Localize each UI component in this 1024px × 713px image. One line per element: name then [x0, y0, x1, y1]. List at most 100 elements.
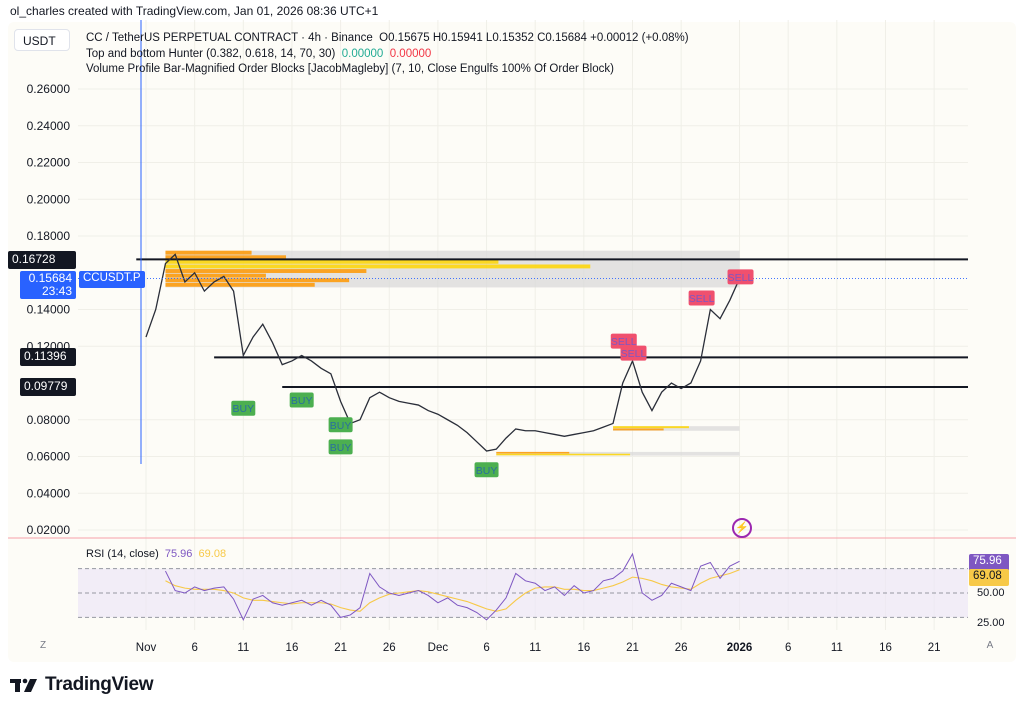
- time-tick-label: 11: [237, 642, 249, 654]
- time-tick-label: 6: [785, 642, 791, 654]
- time-tick-label: Nov: [136, 642, 157, 654]
- time-tick-label: 11: [529, 642, 541, 654]
- time-tick-label: 6: [483, 642, 489, 654]
- time-tick-label: Dec: [428, 642, 449, 654]
- rsi-ma-value-label: 69.08: [969, 569, 1009, 586]
- price-tick-label: 0.02000: [27, 523, 71, 537]
- order-block-volume-bar: [613, 426, 689, 429]
- indicator-value-2: 0.00000: [389, 47, 432, 60]
- signal-badge: [289, 392, 314, 408]
- time-tick-label: 11: [831, 642, 843, 654]
- sell-signal: SELL: [727, 269, 754, 285]
- signal-badge: [688, 290, 715, 306]
- price-tick-label: 0.20000: [27, 192, 71, 206]
- buy-signal: BUY: [328, 439, 353, 455]
- lightning-icon[interactable]: ⚡: [732, 518, 752, 538]
- time-tick-label: 16: [577, 642, 590, 654]
- order-block-volume-bar: [496, 451, 570, 454]
- signal-label: SELL: [611, 336, 637, 348]
- grid: [78, 20, 968, 630]
- signal-label: SELL: [621, 348, 647, 360]
- order-block-zone[interactable]: [613, 426, 740, 431]
- price-series: [145, 253, 741, 452]
- level-label-1: 0.16728: [8, 251, 76, 269]
- signal-badge: [727, 269, 754, 285]
- time-tick-label: 16: [286, 642, 299, 654]
- buy-signal: BUY: [231, 400, 256, 416]
- signal-label: BUY: [233, 403, 255, 415]
- indicator-top-bottom-hunter[interactable]: Top and bottom Hunter (0.382, 0.618, 14,…: [86, 47, 336, 60]
- time-tick-label: 21: [626, 642, 639, 654]
- order-block-volume-bar: [165, 259, 499, 264]
- time-axis: Nov 6 11 16 21 26 Dec 6 11 16 21 26 2026 6 11 16 21: [136, 642, 941, 654]
- sell-signal: SELL: [610, 333, 637, 349]
- signal-label: SELL: [728, 272, 754, 284]
- rsi-ma-series: [165, 569, 740, 612]
- signal-badge: [328, 439, 353, 455]
- order-block-volume-bar: [165, 278, 350, 283]
- tradingview-logo-text: TradingView: [45, 674, 154, 695]
- signal-badge: [328, 417, 353, 433]
- last-price-value: 0.15684: [28, 271, 72, 285]
- order-block-volume-bar: [165, 269, 367, 273]
- time-tick-label: 21: [334, 642, 347, 654]
- time-tick-label: 2026: [727, 642, 753, 654]
- signal-label: BUY: [330, 420, 352, 432]
- order-block-volume-bar: [165, 255, 287, 260]
- order-block-volume-bar: [165, 273, 266, 278]
- symbol-title[interactable]: CC / TetherUS PERPETUAL CONTRACT · 4h · …: [86, 32, 373, 44]
- level-label-2: 0.11396: [20, 348, 76, 366]
- horizontal-levels: [136, 258, 968, 389]
- signal-label: SELL: [689, 293, 715, 305]
- signal-badge: [231, 400, 256, 416]
- symbol-tag: CCUSDT.P: [79, 271, 145, 288]
- signal-badge: [474, 462, 499, 478]
- chart-panel[interactable]: [8, 22, 1016, 662]
- auto-scale-button[interactable]: A: [986, 640, 994, 651]
- rsi-value-label: 75.96: [969, 554, 1009, 571]
- level-label-3: 0.09779: [20, 378, 76, 396]
- ohlc-values: O0.15675 H0.15941 L0.15352 C0.15684 +0.0…: [379, 32, 689, 44]
- timezone-button[interactable]: Z: [39, 640, 47, 651]
- rsi-ma-value: 69.08: [198, 548, 227, 560]
- signal-label: BUY: [291, 395, 313, 407]
- price-tick-label: 0.08000: [27, 413, 71, 427]
- rsi-value: 75.96: [164, 548, 193, 560]
- chart-legend: CC / TetherUS PERPETUAL CONTRACT · 4h · …: [86, 31, 689, 78]
- signal-badge: [610, 333, 637, 349]
- last-price-label: 0.15684 23:43: [20, 271, 76, 299]
- time-tick-label: 21: [928, 642, 941, 654]
- rsi-level-lines: [78, 568, 968, 618]
- time-tick-label: 16: [879, 642, 892, 654]
- buy-signal: BUY: [328, 417, 353, 433]
- rsi-series: [165, 552, 740, 622]
- currency-button[interactable]: USDT: [14, 29, 70, 51]
- rsi-legend: RSI (14, close) 75.96 69.08: [86, 548, 226, 560]
- signal-label: BUY: [330, 442, 352, 454]
- signal-label: BUY: [476, 465, 498, 477]
- rsi-axis-50: 50.00: [977, 587, 1005, 599]
- time-tick-label: 26: [675, 642, 688, 654]
- price-tick-label: 0.26000: [27, 82, 71, 96]
- order-block-volume-bar: [613, 428, 664, 431]
- price-tick-label: 0.18000: [27, 229, 71, 243]
- attribution-text: ol_charles created with TradingView.com,…: [10, 4, 379, 18]
- price-tick-label: 0.22000: [27, 156, 71, 170]
- tradingview-logo-icon: [10, 678, 37, 692]
- indicator-order-blocks[interactable]: Volume Profile Bar-Magnified Order Block…: [86, 63, 614, 75]
- tradingview-logo[interactable]: TradingView: [10, 674, 154, 696]
- buy-signal: BUY: [289, 392, 314, 408]
- sell-signal: SELL: [620, 345, 647, 361]
- indicator-value-1: 0.00000: [341, 47, 384, 60]
- order-block-volume-bar: [165, 282, 315, 287]
- price-tick-label: 0.06000: [27, 450, 71, 464]
- time-tick-label: 6: [191, 642, 197, 654]
- sell-signal: SELL: [688, 290, 715, 306]
- buy-signal: BUY: [474, 462, 499, 478]
- price-tick-label: 0.04000: [27, 486, 71, 500]
- rsi-title[interactable]: RSI (14, close): [86, 548, 159, 560]
- order-block-volume-bar: [496, 453, 631, 456]
- time-tick-label: 26: [383, 642, 396, 654]
